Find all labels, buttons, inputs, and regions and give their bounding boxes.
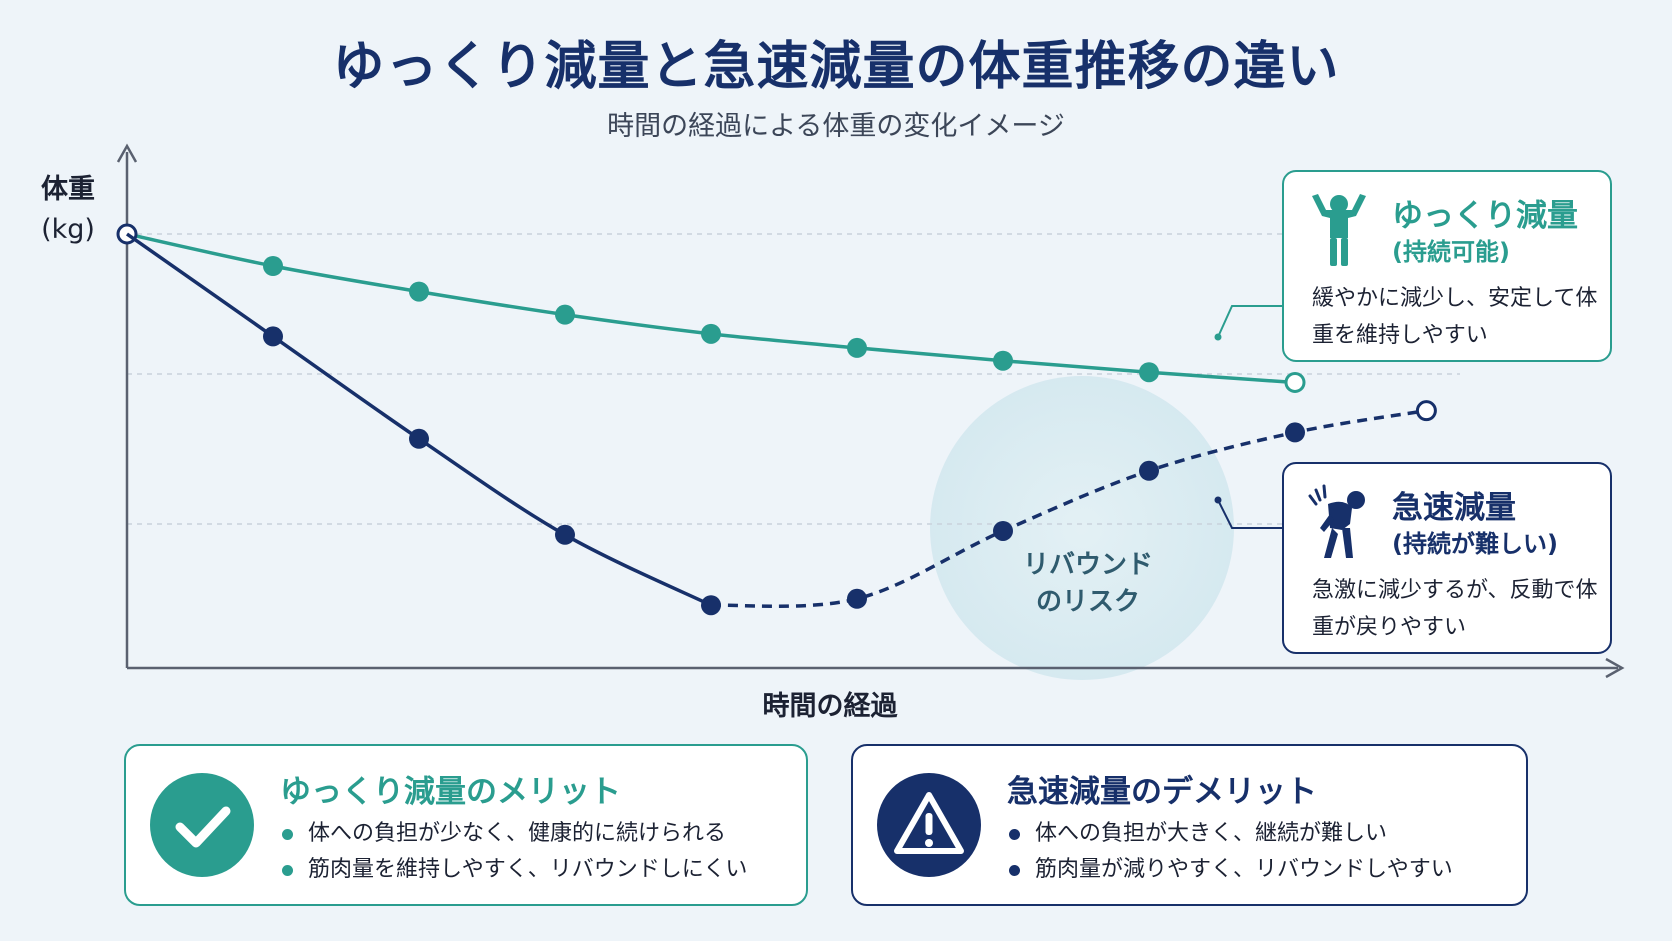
slow-end-point	[1284, 371, 1306, 393]
warning-icon	[894, 792, 964, 854]
bullet-dot	[282, 829, 293, 840]
demerit-badge	[877, 773, 981, 877]
bullet-dot	[282, 865, 293, 876]
rebound-label-line2: のリスク	[1036, 587, 1140, 617]
bullet-dot	[1009, 865, 1020, 876]
list-item: 筋肉量を維持しやすく、リバウンドしにくい	[280, 852, 747, 888]
demerit-list: 体への負担が大きく、継続が難しい 筋肉量が減りやすく、リバウンドしやすい	[1007, 816, 1453, 888]
callout-fast: 急速減量 (持続が難しい) 急激に減少するが、反動で体重が戻りやすい	[1282, 462, 1612, 654]
merit-title: ゆっくり減量のメリット	[280, 774, 621, 810]
demerit-panel: 急速減量のデメリット 体への負担が大きく、継続が難しい 筋肉量が減りやすく、リバ…	[851, 744, 1528, 906]
leader-fast-dot	[1214, 496, 1222, 504]
series-group	[116, 223, 1437, 616]
x-axis-arrow	[1605, 657, 1625, 679]
slow-data-point	[409, 281, 429, 302]
callout-slow-name: ゆっくり減量	[1392, 198, 1578, 234]
y-axis-label: 体重 (kg)	[28, 170, 108, 250]
page-title: ゆっくり減量と急速減量の体重推移の違い	[332, 37, 1340, 97]
grid-lines	[127, 233, 1460, 525]
fast-data-point	[409, 428, 429, 449]
callout-fast-sub: (持続が難しい)	[1392, 530, 1558, 558]
slow-data-point	[847, 337, 867, 358]
callout-fast-desc: 急激に減少するが、反動で体重が戻りやすい	[1312, 578, 1598, 640]
leader-slow-dot	[1214, 333, 1222, 341]
page-subtitle: 時間の経過による体重の変化イメージ	[607, 111, 1065, 142]
series-line-slow	[126, 232, 1296, 385]
list-item: 体への負担が大きく、継続が難しい	[1007, 816, 1453, 852]
fast-data-point	[993, 520, 1013, 541]
person-tired-icon	[1308, 484, 1365, 558]
callout-slow-sub: (持続可能)	[1392, 238, 1510, 266]
leader-slow	[1217, 305, 1282, 338]
fast-data-point	[1139, 460, 1159, 481]
fast-data-point	[701, 595, 721, 616]
demerit-title: 急速減量のデメリット	[1007, 774, 1317, 810]
x-axis-label: 時間の経過	[762, 691, 898, 722]
check-icon	[175, 806, 231, 848]
merit-list: 体への負担が少なく、健康的に続けられる 筋肉量を維持しやすく、リバウンドしにくい	[280, 816, 747, 888]
leader-fast	[1217, 499, 1282, 529]
demerit-item-text: 体への負担が大きく、継続が難しい	[1035, 821, 1388, 846]
series-line-fast-dashed	[710, 408, 1427, 608]
list-item: 体への負担が少なく、健康的に続けられる	[280, 816, 747, 852]
merit-badge	[150, 773, 254, 877]
y-axis-unit: (kg)	[41, 214, 95, 245]
rebound-label-line1: リバウンド	[1023, 550, 1153, 580]
bullet-dot	[1009, 829, 1020, 840]
callout-slow: ゆっくり減量 (持続可能) 緩やかに減少し、安定して体重を維持しやすい	[1282, 170, 1612, 362]
slow-data-point	[263, 256, 283, 276]
merit-item-text: 体への負担が少なく、健康的に続けられる	[308, 821, 727, 846]
merit-item-text: 筋肉量を維持しやすく、リバウンドしにくい	[308, 857, 748, 882]
merit-panel: ゆっくり減量のメリット 体への負担が少なく、健康的に続けられる 筋肉量を維持しや…	[124, 744, 808, 906]
slow-data-point	[993, 350, 1013, 371]
person-arms-up-icon	[1312, 194, 1366, 266]
y-axis-arrow	[116, 143, 138, 163]
callout-slow-desc: 緩やかに減少し、安定して体重を維持しやすい	[1312, 286, 1598, 348]
slow-data-point	[555, 304, 575, 325]
fast-data-point	[263, 326, 283, 347]
demerit-item-text: 筋肉量が減りやすく、リバウンドしやすい	[1035, 857, 1453, 882]
fast-data-point	[1285, 422, 1305, 443]
slow-data-point	[1139, 362, 1159, 383]
list-item: 筋肉量が減りやすく、リバウンドしやすい	[1007, 852, 1453, 888]
fast-data-point	[847, 588, 867, 609]
fast-end-point	[1415, 400, 1437, 422]
y-axis-label-text: 体重	[41, 174, 95, 205]
slow-data-point	[701, 323, 721, 344]
rebound-zone	[930, 376, 1234, 680]
fast-data-point	[555, 524, 575, 545]
callout-fast-name: 急速減量	[1392, 490, 1516, 526]
callout-leaders	[1214, 305, 1282, 529]
